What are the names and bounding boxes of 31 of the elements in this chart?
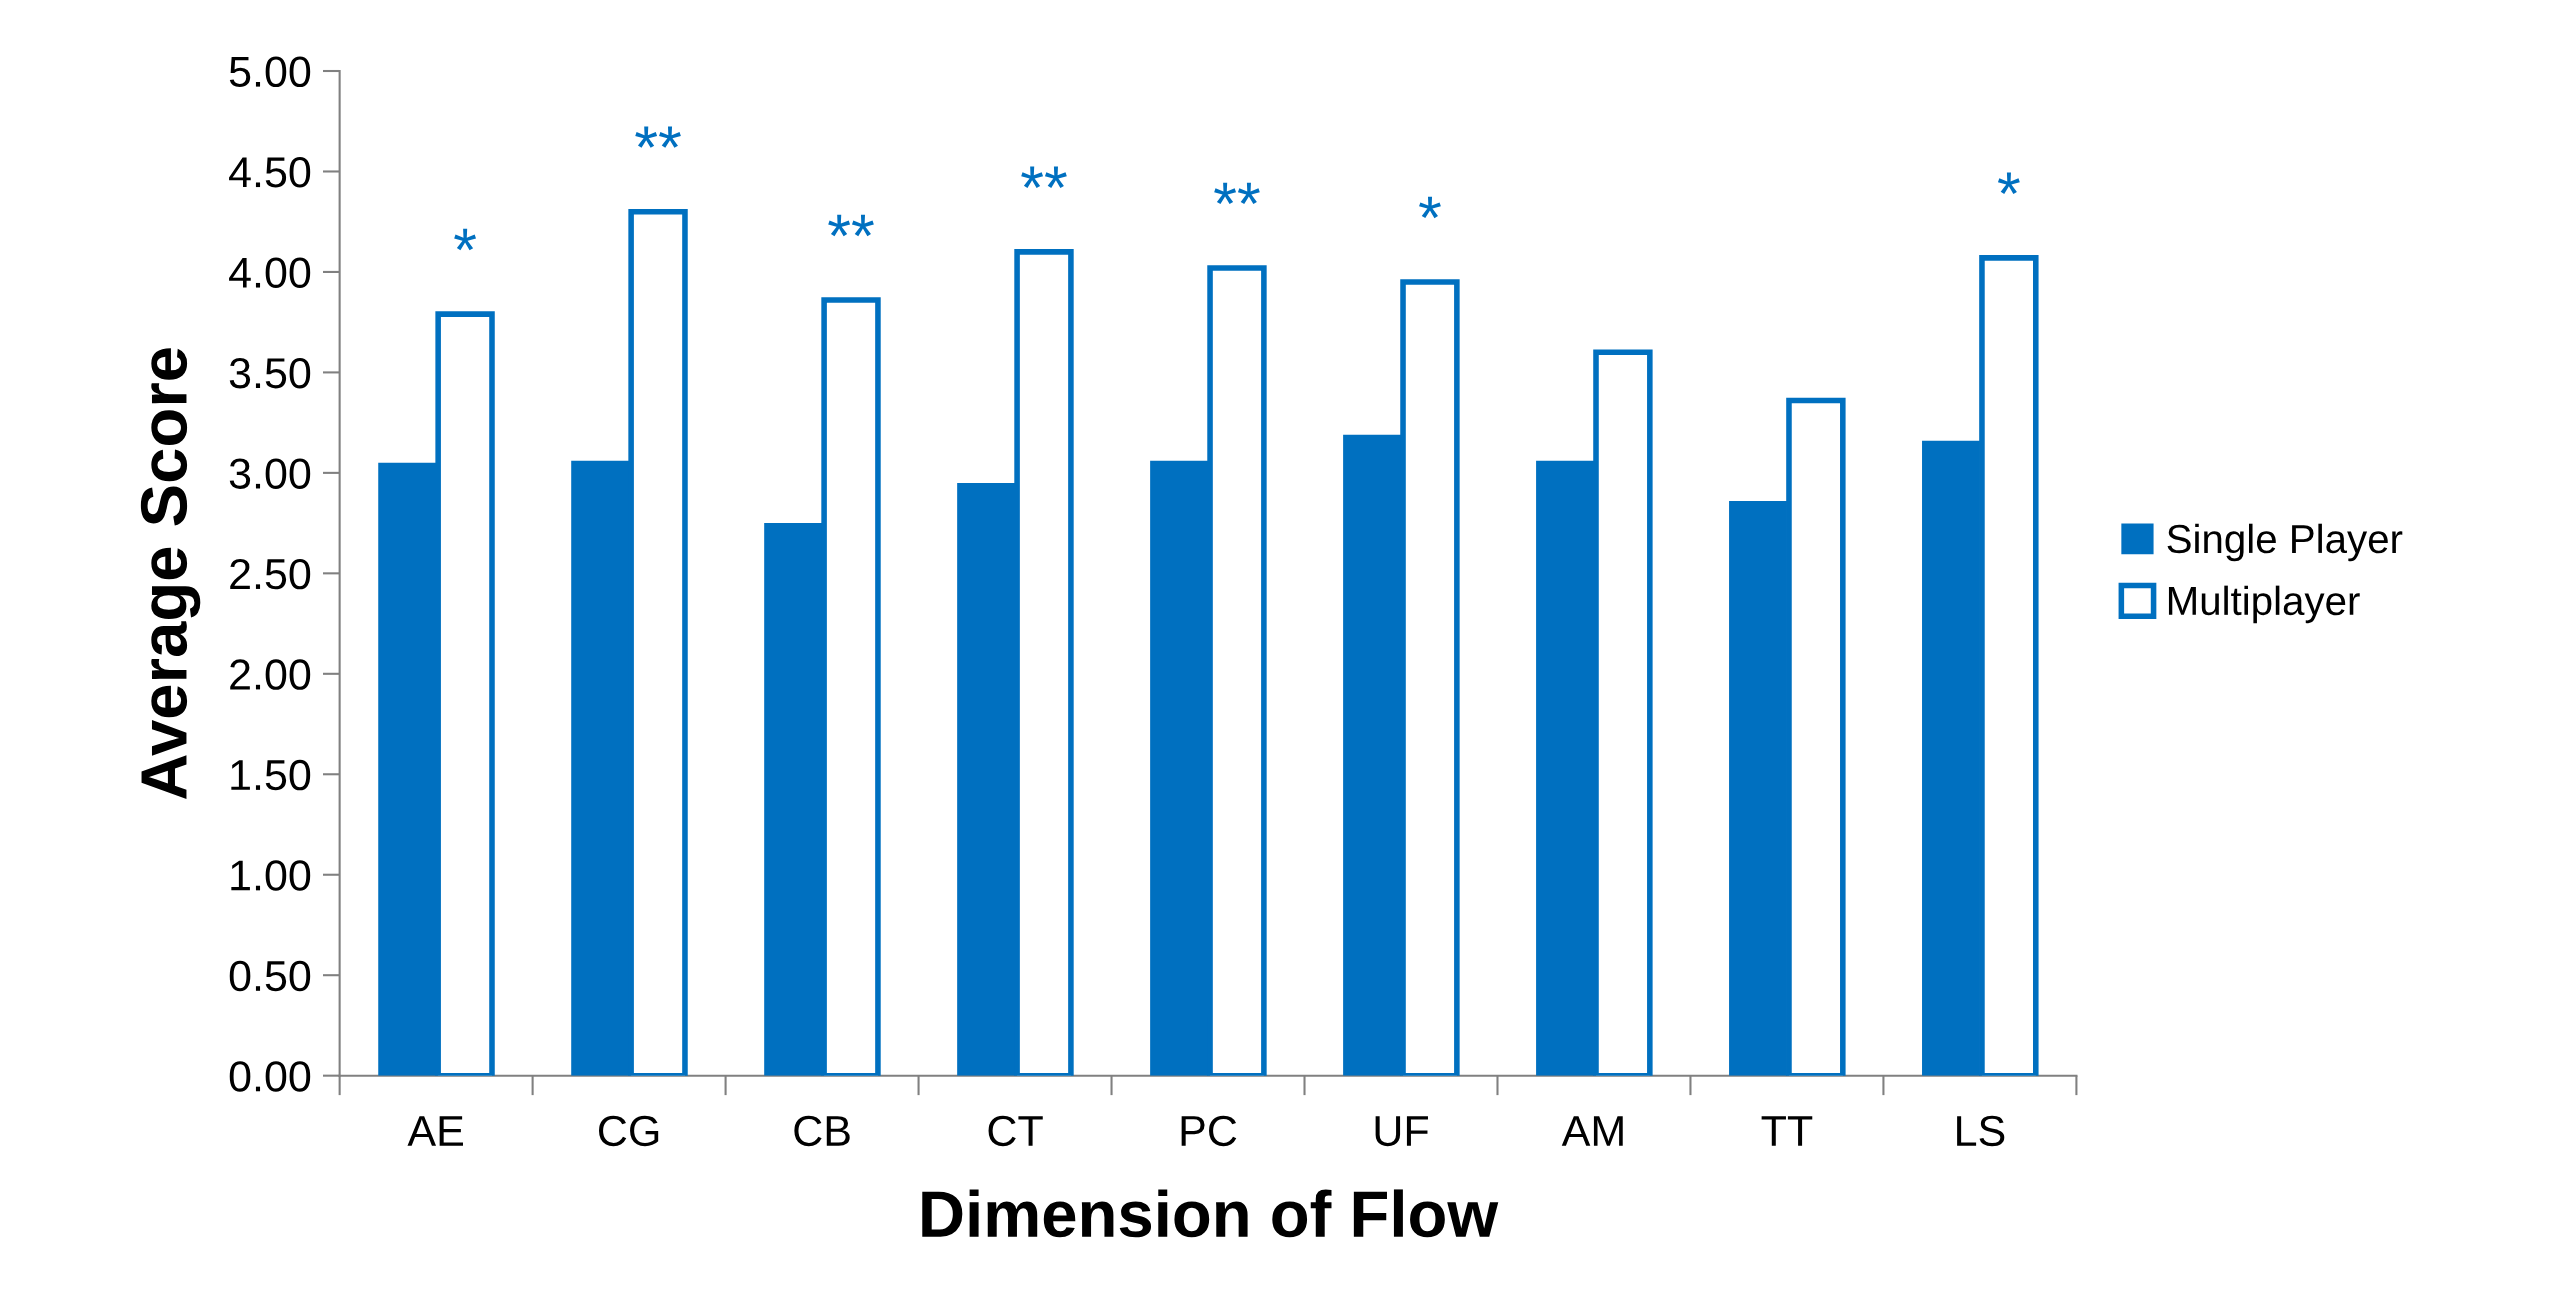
- annotation: **: [1214, 182, 1260, 205]
- annotation: **: [1021, 166, 1067, 189]
- x-tick-label: CG: [598, 1115, 659, 1147]
- y-tick-label: 0.50: [229, 960, 311, 992]
- x-tick-label: PC: [1181, 1115, 1237, 1147]
- y-tick-label: 4.50: [229, 157, 311, 188]
- y-tick-label: 1.00: [231, 860, 311, 891]
- annotation: *: [454, 228, 477, 251]
- annotation: *: [1997, 172, 2020, 195]
- y-tick-label: 4.00: [229, 257, 311, 288]
- annotation: *: [1419, 196, 1441, 219]
- y-tick-label: 2.50: [230, 558, 311, 590]
- y-tick-label: 3.00: [229, 458, 311, 489]
- annotation: **: [635, 126, 681, 148]
- y-tick-label: 2.00: [230, 659, 311, 690]
- x-axis-title: Dimension of Flow: [922, 1189, 1499, 1238]
- y-axis-title: Average Score: [140, 348, 201, 800]
- x-tick-label: UF: [1375, 1116, 1428, 1147]
- legend-label: Multiplayer: [2168, 585, 2360, 624]
- x-tick-label: CT: [988, 1115, 1043, 1147]
- annotation: **: [828, 214, 874, 237]
- legend-label: Single Player: [2167, 523, 2403, 562]
- x-tick-label: LS: [1957, 1115, 2005, 1147]
- x-tick-label: AM: [1561, 1116, 1623, 1146]
- y-tick-label: 3.50: [229, 357, 311, 389]
- x-tick-label: TT: [1761, 1116, 1813, 1146]
- x-tick-label: AE: [407, 1116, 463, 1146]
- y-tick-label: 5.00: [229, 56, 311, 88]
- x-tick-label: CB: [794, 1115, 850, 1147]
- y-tick-label: 1.50: [231, 759, 311, 791]
- y-tick-label: 0.00: [229, 1061, 311, 1092]
